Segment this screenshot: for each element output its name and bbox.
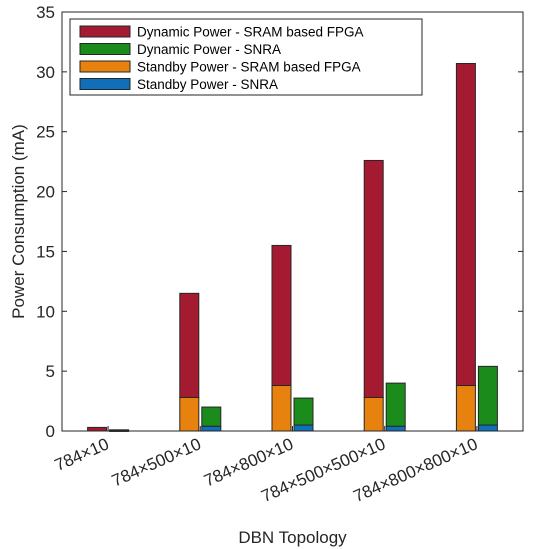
bar-segment: [477, 424, 498, 432]
x-tick-label: 784×10: [52, 434, 112, 475]
bar-segment: [293, 397, 314, 426]
bars-layer: [87, 62, 498, 432]
y-tick-label: 25: [36, 123, 55, 142]
legend-label: Dynamic Power - SRAM based FPGA: [137, 25, 364, 40]
y-tick-label: 30: [36, 63, 55, 82]
legend-label: Standby Power - SNRA: [137, 77, 278, 92]
bar-segment: [201, 406, 222, 427]
legend: Dynamic Power - SRAM based FPGA Dynamic P…: [69, 18, 423, 96]
x-axis: 784×10784×500×10784×800×10784×500×500×10…: [52, 426, 481, 506]
y-axis-title: Power Consumption (mA): [9, 124, 28, 319]
bar-segment: [385, 382, 406, 427]
bar-segment: [455, 62, 476, 387]
bar-segment: [477, 365, 498, 426]
x-axis-title: DBN Topology: [238, 528, 347, 547]
legend-label: Standby Power - SRAM based FPGA: [137, 60, 361, 75]
y-tick-label: 20: [36, 183, 55, 202]
bar-segment: [363, 159, 384, 398]
bar-segment: [293, 424, 314, 432]
y-tick-label: 0: [46, 422, 55, 441]
y-tick-label: 10: [36, 302, 55, 321]
x-tick-label: 784×500×10: [109, 434, 204, 490]
legend-swatch: [79, 43, 131, 55]
bar-segment: [179, 396, 200, 432]
bar-segment: [271, 385, 292, 432]
bar-segment: [179, 292, 200, 398]
bar-segment: [271, 244, 292, 387]
y-axis: 0 5 10 15 20 25 30 35: [36, 3, 523, 441]
bar-segment: [455, 385, 476, 432]
bar-segment: [363, 396, 384, 432]
y-tick-label: 5: [46, 362, 55, 381]
legend-label: Dynamic Power - SNRA: [137, 42, 281, 57]
legend-swatch: [79, 60, 131, 73]
bar-segment: [201, 425, 222, 432]
legend-swatch: [79, 25, 131, 38]
bar-segment: [87, 426, 108, 432]
legend-swatch: [79, 78, 131, 90]
y-tick-label: 35: [36, 3, 55, 22]
bar-segment: [385, 425, 406, 432]
y-tick-label: 15: [36, 242, 55, 261]
